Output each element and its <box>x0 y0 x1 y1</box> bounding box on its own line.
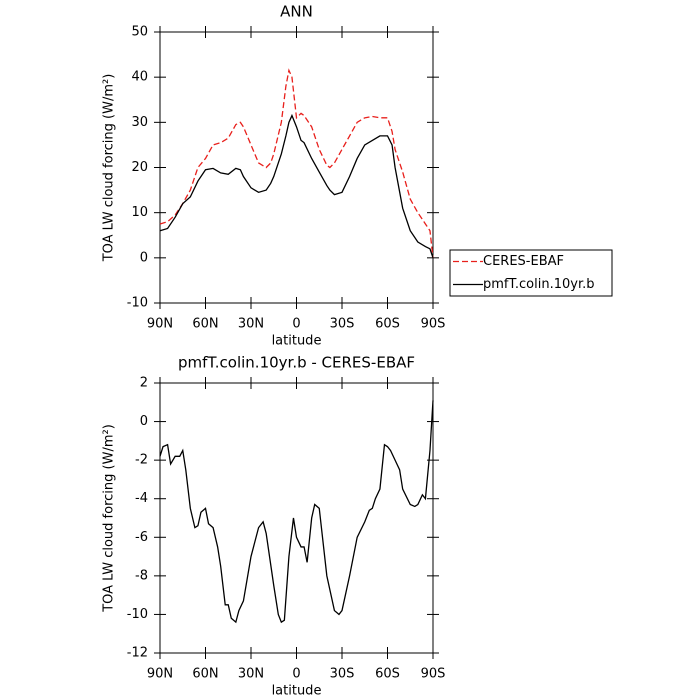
y-tick-label: 10 <box>131 205 148 220</box>
x-tick-label: 90N <box>147 667 173 682</box>
x-tick-label: 60S <box>375 667 400 682</box>
y-tick-label: -10 <box>127 296 148 311</box>
y-tick-label: 2 <box>140 376 148 391</box>
legend-box <box>449 249 613 297</box>
data-line <box>159 113 434 259</box>
x-tick-label: 90S <box>421 667 446 682</box>
chart-title: ANN <box>280 3 313 21</box>
x-tick-label: 90N <box>147 317 173 332</box>
y-tick-label: -8 <box>135 568 148 583</box>
legend-label: pmfT.colin.10yr.b <box>483 277 595 292</box>
y-tick-label: 20 <box>131 160 148 175</box>
plot-frame <box>159 31 434 304</box>
y-tick-label: -4 <box>135 491 148 506</box>
y-tick-label: -2 <box>135 453 148 468</box>
y-tick-label: -12 <box>127 646 148 661</box>
x-tick-label: 60N <box>192 317 218 332</box>
x-tick-label: 30N <box>238 317 264 332</box>
x-tick-label: 0 <box>292 317 300 332</box>
x-axis-label: latitude <box>272 684 322 699</box>
y-axis-label: TOA LW cloud forcing (W/m²) <box>102 424 117 613</box>
data-line <box>159 68 434 258</box>
y-tick-label: -6 <box>135 530 148 545</box>
y-tick-label: 0 <box>140 414 148 429</box>
x-tick-label: 30S <box>330 667 355 682</box>
y-tick-label: 50 <box>131 25 148 40</box>
x-tick-label: 30S <box>330 317 355 332</box>
x-tick-label: 60S <box>375 317 400 332</box>
x-tick-label: 0 <box>292 667 300 682</box>
plot-frame <box>159 382 434 654</box>
x-tick-label: 30N <box>238 667 264 682</box>
x-tick-label: 60N <box>192 667 218 682</box>
y-tick-label: 40 <box>131 70 148 85</box>
x-tick-label: 90S <box>421 317 446 332</box>
chart-title: pmfT.colin.10yr.b - CERES-EBAF <box>178 354 415 372</box>
legend-label: CERES-EBAF <box>483 254 564 269</box>
y-axis-label: TOA LW cloud forcing (W/m²) <box>102 74 117 263</box>
y-tick-label: 30 <box>131 115 148 130</box>
data-line <box>159 400 434 624</box>
y-tick-label: -10 <box>127 607 148 622</box>
x-axis-label: latitude <box>272 334 322 349</box>
y-tick-label: 0 <box>140 250 148 265</box>
